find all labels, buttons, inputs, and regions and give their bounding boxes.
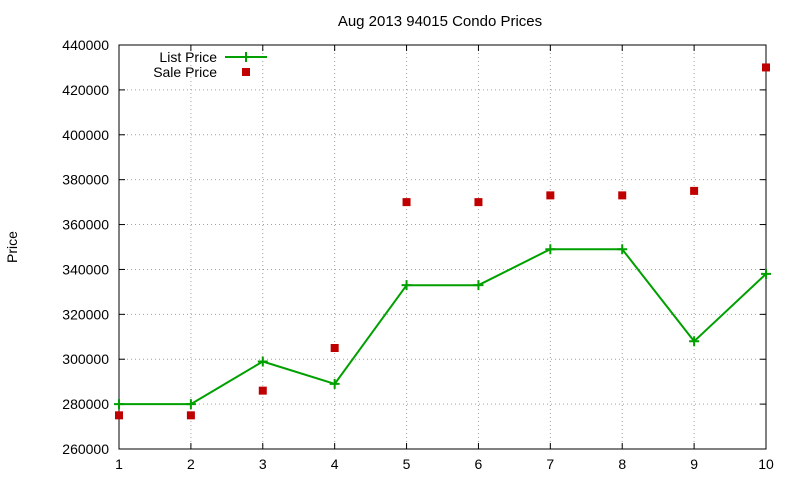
list-price-point bbox=[761, 268, 771, 279]
y-tick-label: 260000 bbox=[62, 441, 109, 457]
y-tick-label: 320000 bbox=[62, 306, 109, 322]
y-tick-label: 440000 bbox=[62, 37, 109, 53]
sale-price-point bbox=[258, 386, 267, 395]
list-price-point bbox=[257, 356, 268, 367]
sale-price-point bbox=[546, 191, 555, 200]
x-tick-label: 6 bbox=[475, 456, 483, 472]
x-tick-label: 4 bbox=[331, 456, 339, 472]
chart-title: Aug 2013 94015 Condo Prices bbox=[338, 13, 542, 30]
y-axis-label: Price bbox=[4, 231, 20, 263]
y-tick-label: 300000 bbox=[62, 351, 109, 367]
y-tick-label: 380000 bbox=[62, 172, 109, 188]
x-tick-label: 8 bbox=[618, 456, 626, 472]
legend-marker-list-price bbox=[241, 52, 251, 62]
legend-marker-sale-price bbox=[242, 68, 250, 76]
list-price-point bbox=[617, 244, 628, 255]
list-price-point bbox=[401, 280, 412, 291]
sale-price-point bbox=[402, 198, 411, 207]
y-tick-label: 280000 bbox=[62, 396, 109, 412]
y-tick-label: 420000 bbox=[62, 82, 109, 98]
list-price-point bbox=[545, 244, 556, 255]
x-tick-label: 2 bbox=[187, 456, 195, 472]
x-tick-label: 10 bbox=[758, 456, 774, 472]
sale-price-point bbox=[618, 191, 627, 200]
sale-price-point bbox=[115, 411, 123, 420]
y-tick-label: 400000 bbox=[62, 127, 109, 143]
sale-price-point bbox=[474, 198, 483, 207]
y-tick-label: 340000 bbox=[62, 261, 109, 277]
series-layer bbox=[114, 63, 771, 420]
x-tick-label: 5 bbox=[403, 456, 411, 472]
plot-frame bbox=[118, 44, 767, 450]
sale-price-point bbox=[690, 186, 699, 195]
list-price-line bbox=[119, 248, 767, 406]
legend-label-list-price: List Price bbox=[159, 49, 217, 65]
list-price-point bbox=[114, 399, 124, 410]
sale-price-point bbox=[186, 411, 195, 420]
legend-label-sale-price: Sale Price bbox=[153, 64, 217, 80]
list-price-point bbox=[329, 378, 340, 389]
list-price-point bbox=[185, 399, 196, 410]
sale-price-point bbox=[762, 63, 770, 72]
x-tick-label: 1 bbox=[115, 456, 123, 472]
ticks-layer: 1 2 3 4 5 6 7 8 9 10 260000 280000 300000 320000 34000… bbox=[62, 37, 774, 472]
list-price-point bbox=[473, 280, 484, 291]
x-tick-label: 9 bbox=[690, 456, 698, 472]
sale-price-point bbox=[330, 344, 339, 352]
x-tick-label: 7 bbox=[546, 456, 554, 472]
list-price-point bbox=[689, 336, 700, 347]
x-tick-label: 3 bbox=[259, 456, 267, 472]
y-tick-label: 360000 bbox=[62, 217, 109, 233]
